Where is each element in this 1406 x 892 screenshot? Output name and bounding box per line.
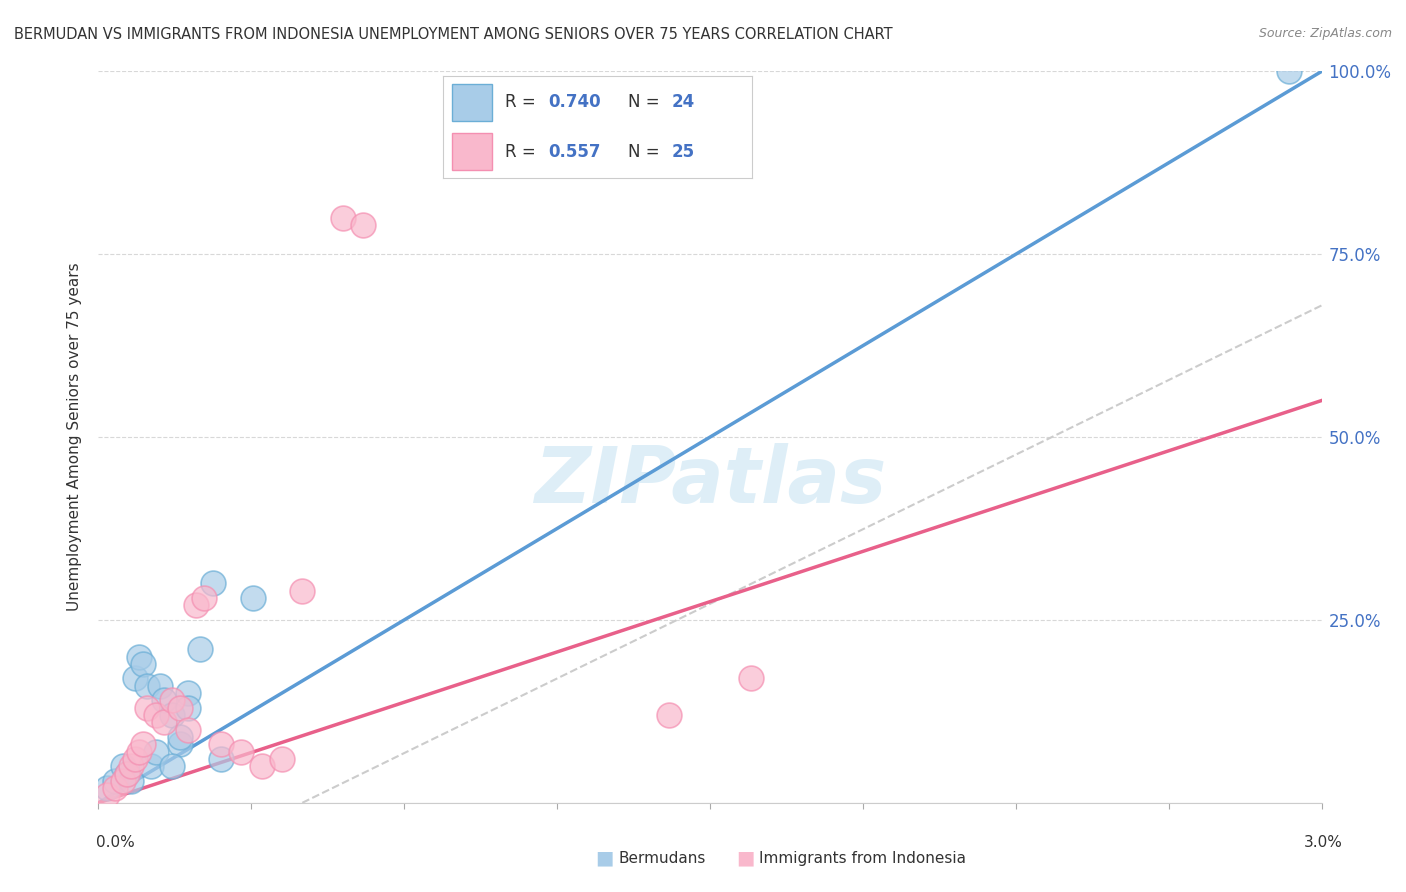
- Text: BERMUDAN VS IMMIGRANTS FROM INDONESIA UNEMPLOYMENT AMONG SENIORS OVER 75 YEARS C: BERMUDAN VS IMMIGRANTS FROM INDONESIA UN…: [14, 27, 893, 42]
- Point: [111, 759, 134, 773]
- Point: [209, 737, 232, 751]
- Y-axis label: Unemployment Among Seniors over 75 years: Unemployment Among Seniors over 75 years: [67, 263, 83, 611]
- Point: [250, 759, 273, 773]
- Point: [96, 781, 118, 796]
- Point: [152, 715, 174, 730]
- Point: [193, 591, 215, 605]
- Text: ZIPatlas: ZIPatlas: [534, 443, 886, 519]
- Point: [128, 745, 150, 759]
- Point: [658, 708, 681, 723]
- Point: [141, 759, 163, 773]
- Point: [177, 700, 200, 714]
- FancyBboxPatch shape: [453, 84, 492, 121]
- Point: [177, 723, 200, 737]
- Point: [96, 789, 118, 803]
- Point: [120, 759, 142, 773]
- Point: [242, 591, 264, 605]
- Point: [145, 745, 167, 759]
- Text: 0.740: 0.740: [548, 94, 600, 112]
- Text: 25: 25: [672, 143, 695, 161]
- FancyBboxPatch shape: [453, 133, 492, 170]
- Text: R =: R =: [505, 143, 541, 161]
- Point: [740, 672, 762, 686]
- Text: ■: ■: [595, 848, 614, 868]
- Point: [120, 773, 142, 788]
- Point: [136, 679, 159, 693]
- Point: [145, 708, 167, 723]
- Point: [209, 752, 232, 766]
- Point: [270, 752, 292, 766]
- Point: [169, 737, 191, 751]
- Text: 0.0%: 0.0%: [96, 836, 135, 850]
- Point: [124, 752, 146, 766]
- Text: Source: ZipAtlas.com: Source: ZipAtlas.com: [1258, 27, 1392, 40]
- Point: [160, 693, 183, 707]
- Point: [149, 679, 172, 693]
- Point: [132, 737, 155, 751]
- Text: 24: 24: [672, 94, 695, 112]
- Point: [128, 649, 150, 664]
- Point: [132, 657, 155, 671]
- Text: R =: R =: [505, 94, 541, 112]
- Text: N =: N =: [628, 143, 665, 161]
- Point: [152, 693, 174, 707]
- Text: Bermudans: Bermudans: [619, 851, 706, 865]
- Text: 0.557: 0.557: [548, 143, 600, 161]
- Point: [291, 583, 314, 598]
- Point: [169, 730, 191, 744]
- Point: [177, 686, 200, 700]
- Point: [169, 700, 191, 714]
- Point: [332, 211, 354, 225]
- Point: [124, 672, 146, 686]
- Text: 3.0%: 3.0%: [1303, 836, 1343, 850]
- Point: [136, 700, 159, 714]
- Point: [188, 642, 211, 657]
- Text: N =: N =: [628, 94, 665, 112]
- Point: [229, 745, 253, 759]
- Point: [104, 773, 127, 788]
- Point: [1278, 64, 1301, 78]
- Point: [160, 708, 183, 723]
- Point: [115, 766, 138, 780]
- Point: [160, 759, 183, 773]
- Point: [115, 766, 138, 780]
- Point: [201, 576, 224, 591]
- Point: [352, 218, 374, 232]
- Point: [111, 773, 134, 788]
- Point: [186, 599, 208, 613]
- Text: ■: ■: [735, 848, 755, 868]
- Point: [104, 781, 127, 796]
- Text: Immigrants from Indonesia: Immigrants from Indonesia: [759, 851, 966, 865]
